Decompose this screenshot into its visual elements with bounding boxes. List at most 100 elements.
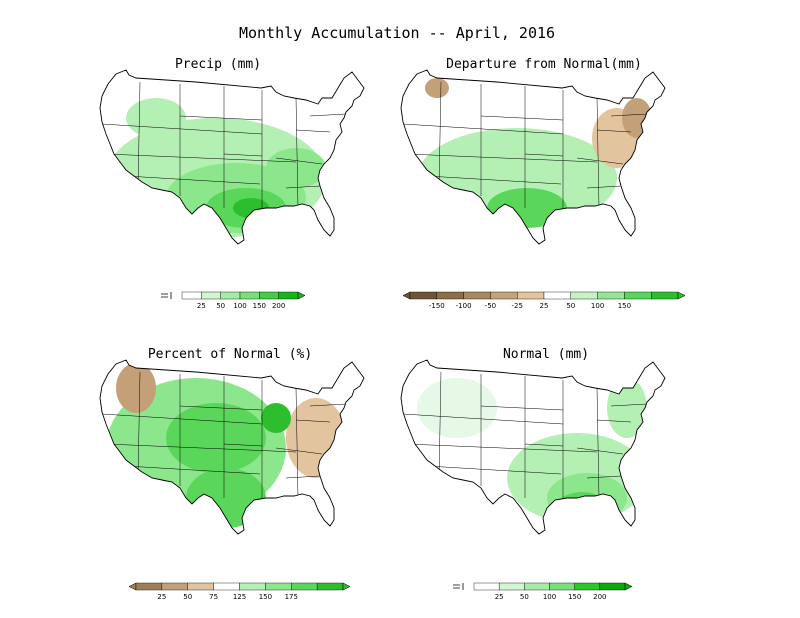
state-boundary	[576, 157, 624, 165]
state-boundary	[275, 447, 323, 455]
field-shading	[106, 98, 326, 238]
field-patch	[622, 98, 652, 138]
departure-map	[400, 69, 666, 245]
field-patch	[116, 363, 156, 413]
legend-swatch	[259, 291, 279, 300]
panel-title: Percent of Normal (%)	[148, 347, 312, 362]
legend-tick-label: 200	[272, 302, 285, 310]
state-boundary	[610, 403, 648, 407]
legend-tick-label: 125	[233, 593, 246, 601]
precip-panel: Precip (mm) 25 50 100 150 200	[99, 57, 365, 310]
normal-panel: Normal (mm) 25 50 100 150 200	[400, 347, 666, 601]
precip-legend: 25 50 100 150 200	[161, 291, 306, 310]
state-boundary	[101, 123, 263, 135]
state-boundary	[179, 405, 263, 411]
legend-swatch	[213, 582, 240, 591]
legend-tick-label: 150	[568, 593, 581, 601]
state-boundary	[610, 113, 648, 117]
state-boundary	[596, 419, 632, 423]
legend-swatch	[517, 291, 545, 300]
legend-swatch	[473, 582, 500, 591]
state-boundary	[295, 387, 299, 499]
legend-tick-label: 25	[540, 302, 549, 310]
state-boundary	[406, 153, 598, 163]
legend-tick-label: 25	[157, 593, 166, 601]
legend-swatch	[187, 582, 214, 591]
field-patch	[166, 403, 266, 473]
legend-swatch	[278, 291, 299, 300]
legend-swatch	[490, 291, 518, 300]
state-boundary	[125, 465, 261, 475]
legend-swatch	[220, 291, 241, 300]
legend-swatch	[161, 582, 188, 591]
field-shading	[417, 378, 647, 523]
legend-swatch	[239, 582, 266, 591]
legend-swatch	[135, 582, 163, 591]
state-boundary	[285, 185, 321, 189]
us-outline	[99, 359, 365, 535]
state-boundary	[295, 129, 331, 133]
legend-tick-label: 175	[285, 593, 298, 601]
legend-tick-label: 25	[495, 593, 504, 601]
legend-tick-label: 100	[543, 593, 556, 601]
state-boundary	[402, 123, 564, 135]
legend-swatch	[524, 582, 550, 591]
legend-tick-label: 50	[566, 302, 575, 310]
state-boundary	[586, 185, 622, 189]
state-boundary	[137, 81, 141, 191]
panel-title: Normal (mm)	[503, 347, 589, 362]
legend-tick-label: 150	[253, 302, 266, 310]
panel-title: Precip (mm)	[175, 57, 261, 72]
state-boundary	[125, 175, 261, 185]
state-boundary	[438, 371, 442, 481]
state-boundary	[480, 115, 564, 121]
field-shading	[417, 78, 652, 228]
percent-panel: Percent of Normal (%) 25 50 75 125 150 175	[99, 347, 365, 601]
legend-swatch	[574, 582, 601, 591]
legend-right-arrow	[624, 582, 633, 591]
legend-swatch	[651, 291, 679, 300]
state-boundary	[406, 443, 598, 453]
legend-left-arrow	[402, 291, 411, 300]
legend-tick-label: 50	[520, 593, 529, 601]
legend-swatch	[316, 582, 344, 591]
legend-swatch	[239, 291, 260, 300]
state-boundary	[524, 153, 564, 157]
state-boundary	[223, 443, 263, 447]
state-boundary	[105, 153, 297, 163]
legend-swatch	[265, 582, 292, 591]
legend-swatch	[463, 291, 491, 300]
legend-tick-label: 200	[593, 593, 606, 601]
percent-legend: 25 50 75 125 150 175	[128, 582, 351, 601]
state-boundary	[596, 387, 600, 499]
legend-tick-label: -25	[511, 302, 522, 310]
legend-left-marker	[453, 583, 464, 590]
percent-map	[99, 359, 365, 535]
legend-right-arrow	[677, 291, 686, 300]
legend-right-arrow	[342, 582, 351, 591]
us-outline	[400, 359, 666, 535]
legend-tick-label: 50	[183, 593, 192, 601]
legend-tick-label: 75	[209, 593, 218, 601]
state-boundary	[295, 97, 299, 209]
legend-swatch	[599, 582, 626, 591]
field-patch	[557, 492, 607, 520]
legend-tick-label: -100	[456, 302, 472, 310]
state-boundary	[101, 413, 263, 425]
field-patch	[126, 98, 186, 138]
field-patch	[425, 78, 449, 98]
legend-swatch	[597, 291, 625, 300]
legend-tick-label: 150	[618, 302, 631, 310]
field-patch	[261, 403, 291, 433]
state-boundary	[586, 475, 622, 479]
state-boundary	[480, 405, 564, 411]
state-boundary	[137, 371, 141, 481]
departure-legend: -150 -100 -50 -25 25 50 100 150	[402, 291, 686, 310]
precip-map	[99, 69, 365, 245]
panel-title: Departure from Normal(mm)	[446, 57, 642, 72]
legend-swatch	[543, 291, 571, 300]
state-boundary	[596, 97, 600, 209]
legend-swatch	[436, 291, 464, 300]
